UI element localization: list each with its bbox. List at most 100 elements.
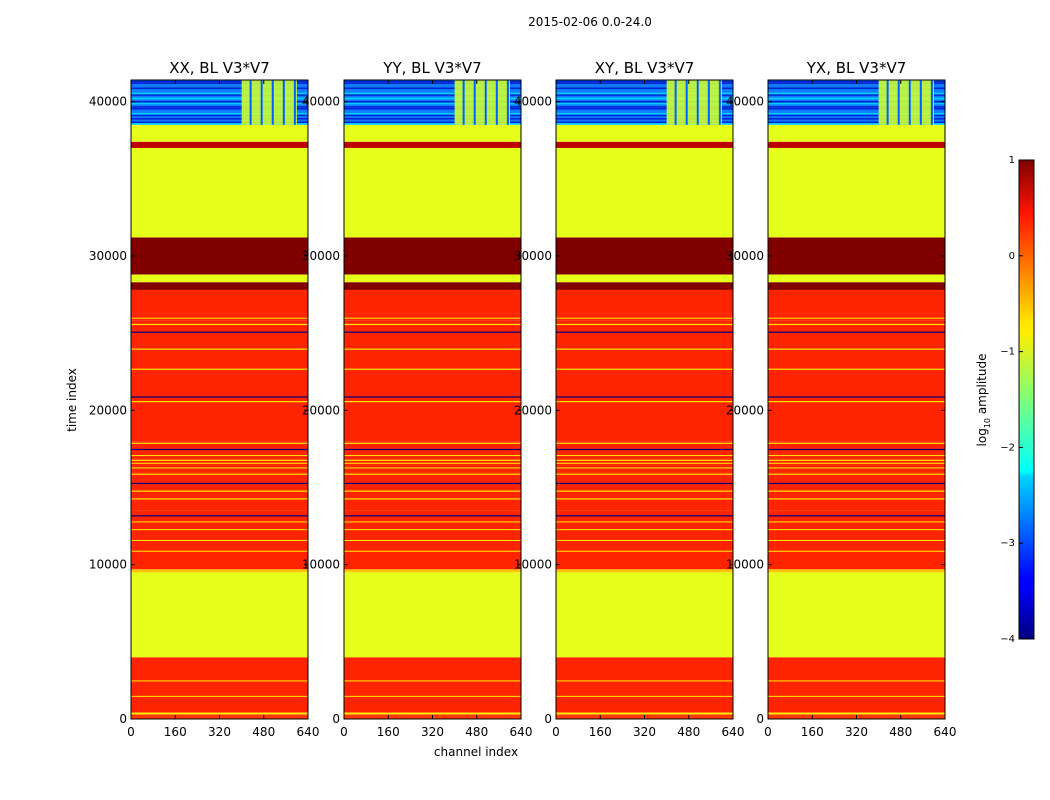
- panel-0: XX, BL V3*V7 0 160 320 480 640 0 10000 20000 3000…: [89, 59, 320, 739]
- flag-line: [556, 473, 733, 475]
- flag-line: [344, 448, 521, 451]
- noise-row: [768, 85, 945, 88]
- band-3: [344, 572, 521, 658]
- y-tick-label: 30000: [89, 249, 127, 263]
- streak-line: [131, 467, 308, 469]
- streak-line: [131, 462, 308, 464]
- colorbar-tick-label: −4: [1000, 634, 1015, 645]
- flag-line: [131, 331, 308, 333]
- x-tick-label: 160: [164, 725, 187, 739]
- band-10: [556, 289, 733, 314]
- y-tick-label: 40000: [514, 95, 552, 109]
- band-14: [556, 147, 733, 238]
- noise-row: [344, 100, 521, 103]
- noise-row: [556, 119, 733, 122]
- flag-line: [556, 368, 733, 370]
- band-8: [768, 320, 945, 442]
- noise-row: [344, 84, 521, 86]
- noise-row: [344, 89, 521, 91]
- x-tick-label: 320: [421, 725, 444, 739]
- noise-row: [131, 104, 308, 107]
- band-11: [344, 282, 521, 290]
- streak-line: [344, 467, 521, 469]
- noise-row: [556, 107, 733, 110]
- streak-line: [344, 539, 521, 541]
- band-9: [556, 313, 733, 321]
- x-tick-label: 480: [465, 725, 488, 739]
- streak-line: [131, 455, 308, 457]
- noise-row: [131, 102, 308, 105]
- band-13: [131, 237, 308, 275]
- noise-row: [768, 117, 945, 120]
- x-tick-label: 480: [889, 725, 912, 739]
- noise-row: [556, 87, 733, 90]
- noise-row: [556, 121, 733, 124]
- rfi-column: [886, 80, 889, 125]
- y-tick-label: 20000: [514, 403, 552, 417]
- flag-line: [131, 368, 308, 370]
- flag-line: [768, 396, 945, 398]
- noise-row: [768, 107, 945, 110]
- flag-line: [556, 482, 733, 485]
- noise-row: [768, 94, 945, 96]
- streak-line: [768, 462, 945, 464]
- noise-row: [131, 97, 308, 100]
- noise-row: [768, 121, 945, 124]
- band-13: [768, 237, 945, 275]
- streak-line: [556, 550, 733, 552]
- panel-title: YY, BL V3*V7: [382, 59, 481, 77]
- y-tick-label: 40000: [726, 95, 764, 109]
- noise-row: [556, 111, 733, 113]
- colorbar: 1 0 −1 −2 −3 −4 log10 amplitude: [975, 155, 1035, 645]
- streak-line: [768, 695, 945, 697]
- band-16: [768, 124, 945, 142]
- noise-row: [768, 92, 945, 95]
- noise-row: [556, 85, 733, 88]
- x-tick-label: 160: [589, 725, 612, 739]
- band-15: [768, 141, 945, 148]
- streak-line: [344, 455, 521, 457]
- rfi-column: [707, 80, 710, 125]
- panel-2: XY, BL V3*V7 0 160 320 480 640 0 10000 20000 3000…: [514, 59, 745, 739]
- noise-row: [344, 106, 521, 108]
- streak-line: [344, 317, 521, 319]
- rfi-column: [249, 80, 252, 125]
- rfi-column: [282, 80, 285, 125]
- flag-line: [344, 515, 521, 517]
- streak-line: [768, 467, 945, 469]
- noise-row: [344, 99, 521, 101]
- flag-line: [768, 348, 945, 350]
- streak-line: [344, 521, 521, 523]
- flag-line: [768, 498, 945, 500]
- band-12: [556, 274, 733, 283]
- noise-row: [344, 92, 521, 95]
- band-11: [131, 282, 308, 290]
- band-10: [344, 289, 521, 314]
- noise-row: [556, 112, 733, 115]
- panel-title: XX, BL V3*V7: [169, 59, 270, 77]
- streak-line: [556, 529, 733, 531]
- streak-line: [556, 539, 733, 541]
- y-tick-label: 40000: [302, 95, 340, 109]
- rfi-column: [484, 80, 487, 125]
- noise-row: [131, 90, 308, 93]
- noise-row: [556, 89, 733, 91]
- noise-row: [344, 117, 521, 120]
- band-15: [344, 141, 521, 148]
- band-7: [556, 441, 733, 473]
- flag-line: [131, 459, 308, 461]
- band-15: [131, 141, 308, 148]
- noise-row: [131, 111, 308, 113]
- flag-line: [344, 482, 521, 485]
- noise-row: [556, 100, 733, 103]
- y-tick-label: 20000: [726, 403, 764, 417]
- rfi-column: [462, 80, 465, 125]
- noise-row: [768, 106, 945, 108]
- band-9: [768, 313, 945, 321]
- band-14: [131, 147, 308, 238]
- flag-line: [768, 473, 945, 475]
- noise-row: [131, 114, 308, 117]
- colorbar-tick-label: −1: [1000, 347, 1015, 358]
- flag-line: [131, 448, 308, 451]
